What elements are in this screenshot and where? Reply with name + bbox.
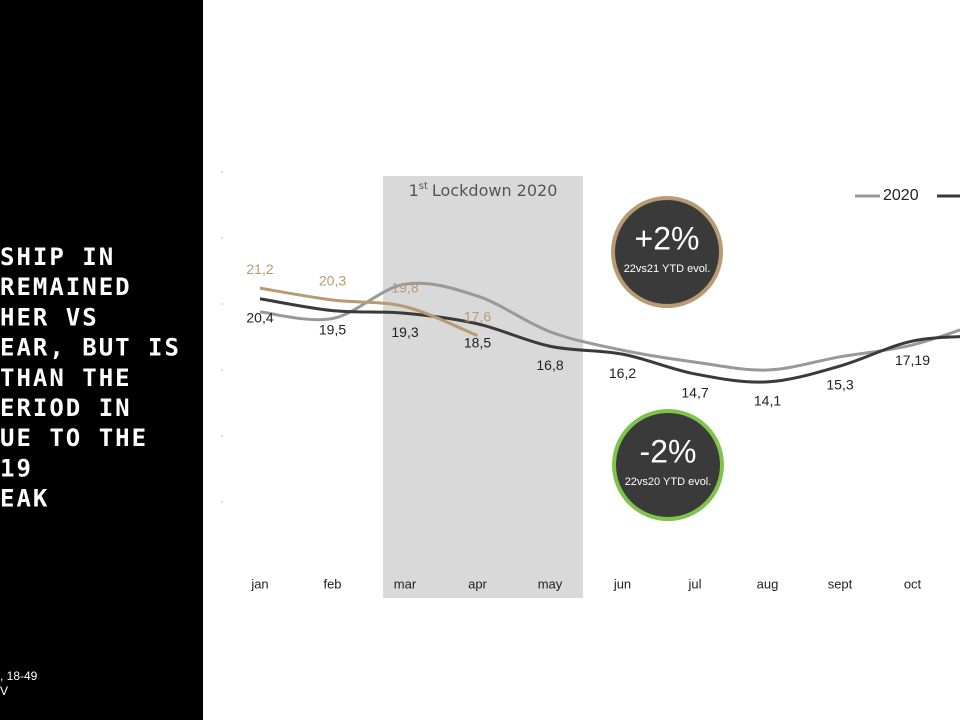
value-label: 15,3 (826, 377, 853, 393)
value-label: 16,2 (609, 365, 636, 381)
lockdown-suffix: st (419, 181, 428, 192)
headline-line: 19 (0, 454, 33, 482)
series-line (259, 281, 960, 372)
footnote: , 18-49 (0, 669, 38, 683)
headline-line: EAK (0, 485, 49, 513)
headline-line: HER VS (0, 303, 99, 331)
value-label: 18,5 (464, 335, 491, 351)
x-tick-label: jan (250, 576, 268, 591)
plot: 20,4 19,5 19,3 18,5 16,8 16,2 14,7 14,1 15,3 17,1… (246, 261, 960, 409)
value-label: 19,3 (391, 324, 418, 340)
headline-line: REMAINED (0, 273, 132, 301)
badge (612, 409, 724, 521)
headline-line: SHIP IN (0, 243, 115, 271)
lockdown-number: 1 (409, 181, 419, 200)
badges: +2% 22vs21 YTD evol. -2% 22vs20 YTD evol. (611, 196, 724, 521)
headline-line: ERIOD IN (0, 394, 132, 422)
series-line (259, 297, 960, 384)
lockdown-text: Lockdown 2020 (432, 181, 557, 200)
side-panel (0, 0, 203, 720)
series-line (259, 286, 479, 338)
value-label: 19,8 (391, 279, 418, 295)
badge (611, 196, 723, 308)
x-tick-label: jul (687, 576, 701, 591)
headline-line: THAN THE (0, 364, 132, 392)
value-label: 17,6 (464, 308, 491, 324)
x-tick-label: mar (394, 576, 417, 591)
value-label: 16,8 (536, 357, 563, 373)
headline-line: EAR, BUT IS (0, 334, 181, 362)
lockdown-band (383, 176, 583, 598)
x-tick-label: may (538, 576, 563, 591)
value-label: 21,2 (246, 261, 273, 277)
value-label: 19,5 (319, 321, 346, 337)
badge-caption: 22vs21 YTD evol. (624, 263, 711, 275)
badge-caption: 22vs20 YTD evol. (625, 476, 712, 488)
x-tick-label: oct (904, 576, 922, 591)
x-tick-label: sept (828, 576, 853, 591)
value-label: 14,7 (681, 385, 708, 401)
x-tick-label: feb (323, 576, 341, 591)
value-label: 17,19 (895, 352, 930, 368)
headline-line: UE TO THE (0, 424, 148, 452)
lockdown-label: 1st Lockdown 2020 (409, 181, 558, 200)
x-tick-label: jun (613, 576, 631, 591)
footnote: V (0, 684, 8, 698)
x-tick-label: apr (468, 576, 487, 591)
value-label: 20,3 (319, 273, 346, 289)
x-tick-label: aug (757, 576, 779, 591)
badge-value: +2% (635, 220, 700, 256)
legend-label: 2020 (883, 187, 919, 204)
value-label: 20,4 (246, 309, 273, 325)
badge-value: -2% (640, 433, 697, 469)
value-label: 14,1 (754, 393, 781, 409)
